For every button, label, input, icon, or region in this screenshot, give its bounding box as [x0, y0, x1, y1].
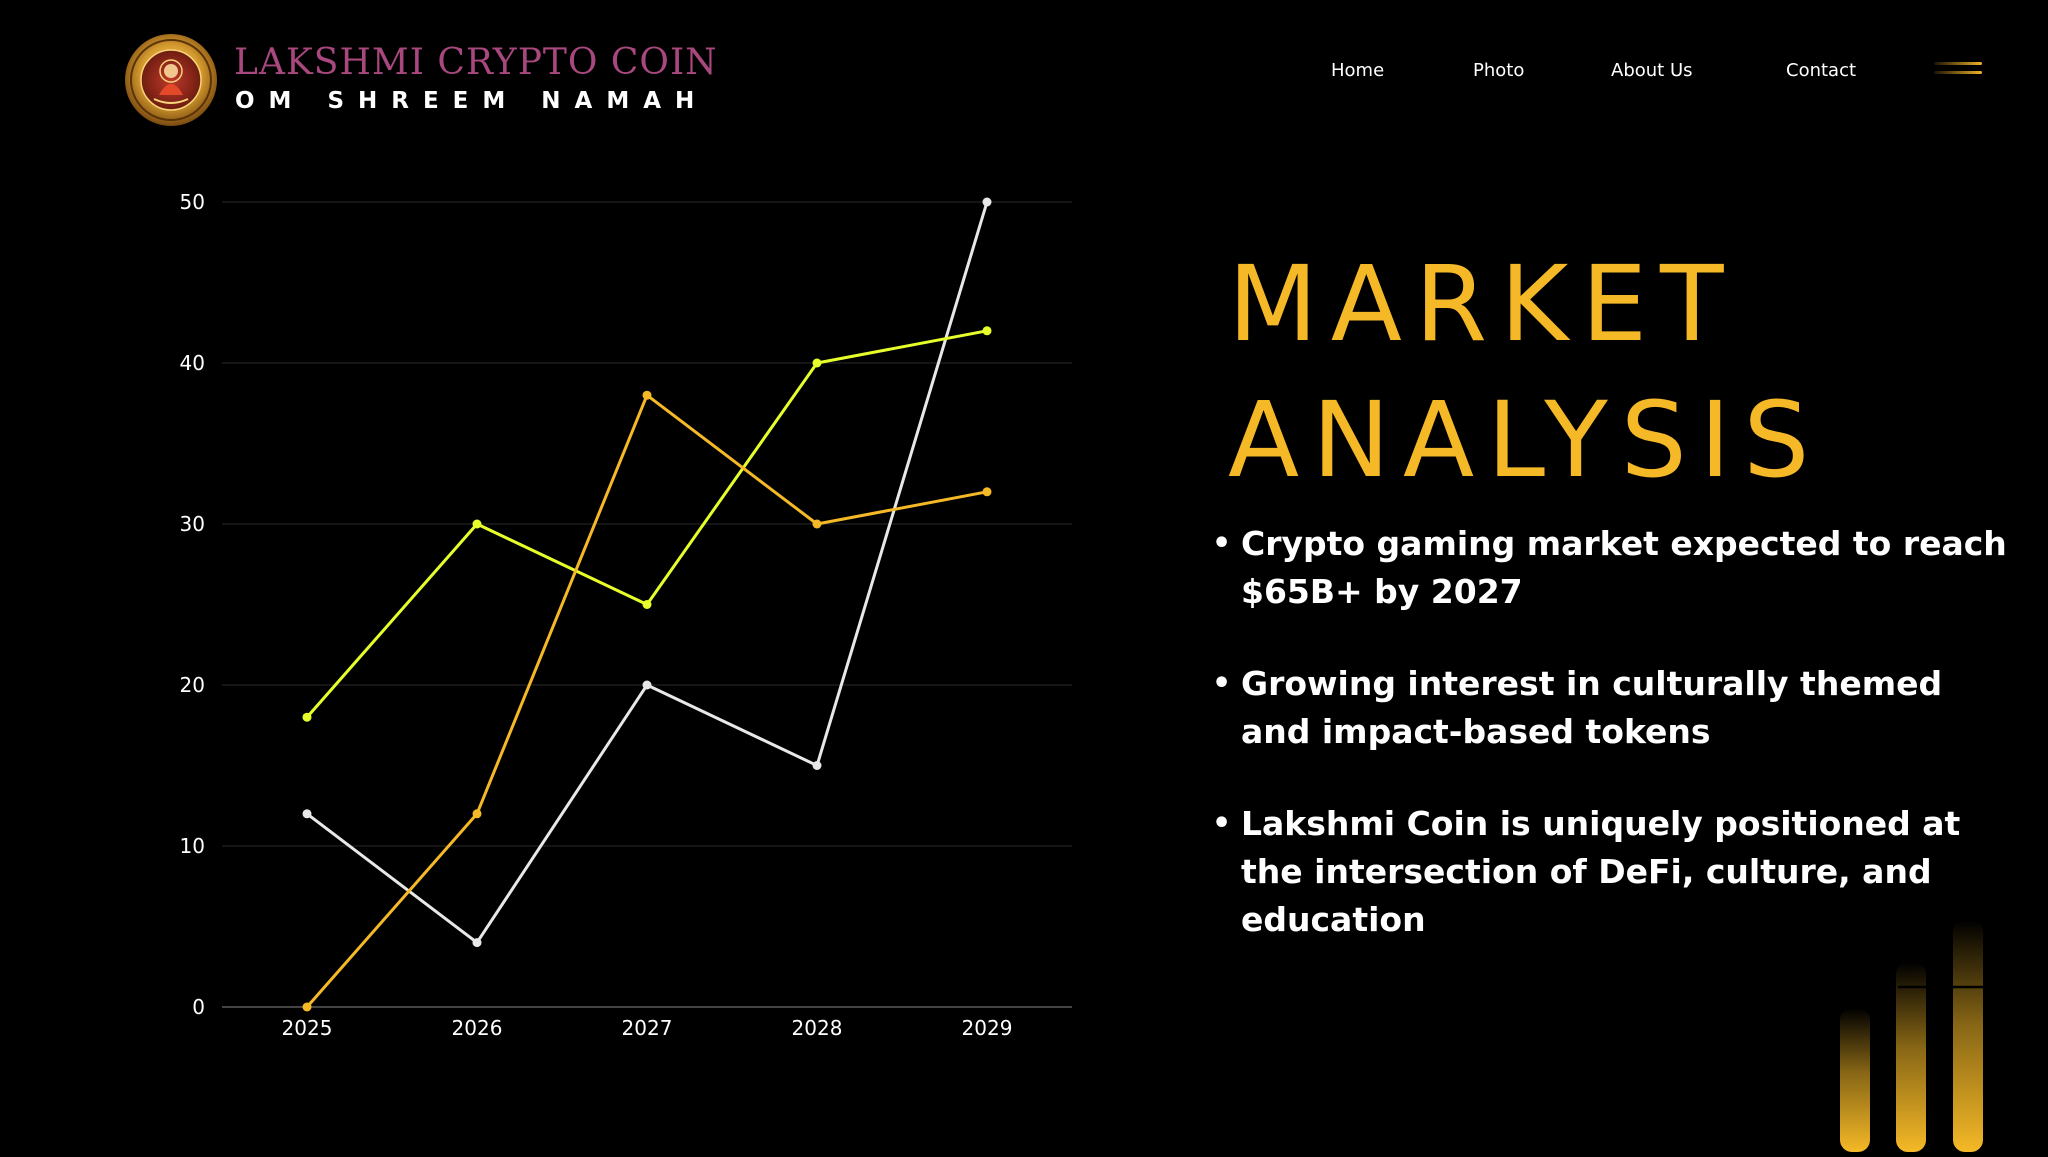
- nav-about-link[interactable]: About Us: [1611, 60, 1693, 81]
- nav-photo-link[interactable]: Photo: [1473, 60, 1525, 81]
- bullet-text: Growing interest in culturally themed an…: [1241, 664, 1943, 751]
- y-tick-label: 50: [180, 190, 205, 214]
- brand-name: LAKSHMI CRYPTO COIN: [234, 42, 718, 83]
- data-point[interactable]: [472, 809, 482, 819]
- x-tick-label: 2025: [282, 1016, 333, 1040]
- y-tick-label: 10: [180, 834, 205, 858]
- data-point[interactable]: [472, 519, 482, 529]
- data-point[interactable]: [982, 487, 992, 497]
- data-point[interactable]: [982, 197, 992, 207]
- y-tick-label: 0: [192, 995, 205, 1019]
- y-tick-label: 20: [180, 673, 205, 697]
- hamburger-menu-icon[interactable]: [1934, 60, 1982, 82]
- series-line-1: [305, 200, 989, 945]
- market-line-chart: 0 10 20 30 40 50 2025 2026 2027 2028 2029: [180, 190, 1072, 1040]
- data-point[interactable]: [642, 680, 652, 690]
- bullet-dot-icon: •: [1212, 806, 1232, 841]
- bullet-item: • Lakshmi Coin is uniquely positioned at…: [1212, 800, 2012, 944]
- page-title: MARKET ANALYSIS: [1228, 236, 1822, 508]
- series-line-3: [305, 393, 989, 1009]
- bullet-item: • Growing interest in culturally themed …: [1212, 660, 2012, 756]
- y-tick-label: 40: [180, 351, 205, 375]
- data-point[interactable]: [302, 712, 312, 722]
- data-point[interactable]: [812, 519, 822, 529]
- data-point[interactable]: [472, 938, 482, 948]
- bullet-text: Lakshmi Coin is uniquely positioned at t…: [1241, 804, 1961, 939]
- nav-contact-link[interactable]: Contact: [1786, 60, 1857, 81]
- brand-tagline: OM SHREEM NAMAH: [235, 88, 709, 114]
- data-point[interactable]: [642, 600, 652, 609]
- bullet-dot-icon: •: [1212, 526, 1232, 561]
- data-point[interactable]: [302, 809, 312, 819]
- title-line-1: MARKET: [1228, 243, 1737, 365]
- data-point[interactable]: [812, 358, 822, 368]
- x-tick-label: 2029: [962, 1016, 1013, 1040]
- data-point[interactable]: [982, 326, 992, 336]
- x-tick-label: 2027: [622, 1016, 673, 1040]
- nav-home-link[interactable]: Home: [1331, 60, 1385, 81]
- data-point[interactable]: [642, 390, 652, 400]
- title-line-2: ANALYSIS: [1228, 379, 1823, 501]
- decorative-bars-icon: [1838, 920, 1988, 1152]
- lakshmi-coin-logo-icon[interactable]: [124, 33, 218, 127]
- y-tick-label: 30: [180, 512, 205, 536]
- x-tick-label: 2028: [792, 1016, 843, 1040]
- analysis-bullet-list: • Crypto gaming market expected to reach…: [1212, 520, 2012, 988]
- data-point[interactable]: [812, 761, 822, 770]
- data-point[interactable]: [302, 1002, 312, 1012]
- bullet-dot-icon: •: [1212, 666, 1232, 701]
- bullet-text: Crypto gaming market expected to reach $…: [1241, 524, 2007, 611]
- x-tick-label: 2026: [452, 1016, 503, 1040]
- bullet-item: • Crypto gaming market expected to reach…: [1212, 520, 2012, 616]
